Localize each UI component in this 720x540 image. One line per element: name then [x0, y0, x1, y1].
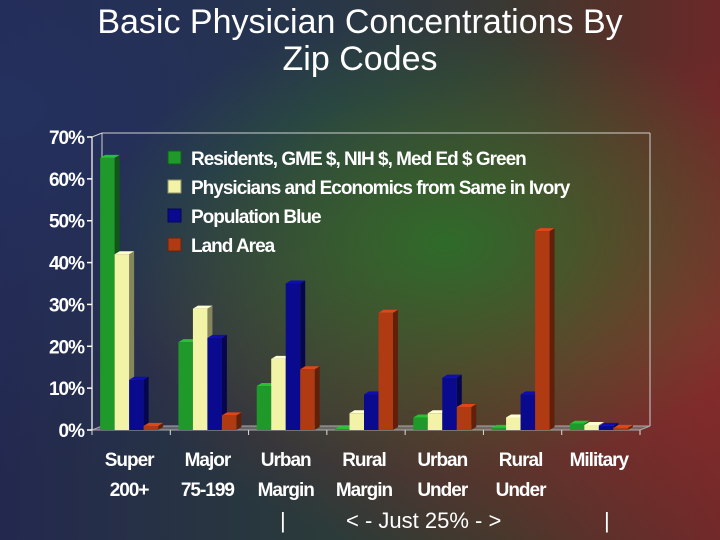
bar-top	[569, 420, 590, 424]
bar	[335, 429, 350, 430]
x-tick-label: Margin	[336, 480, 393, 501]
footer-range-note: < - Just 25% - >	[346, 508, 502, 533]
legend-swatch	[167, 208, 182, 223]
title-line-2: Zip Codes	[282, 40, 438, 78]
x-tick-label: Super	[105, 450, 155, 471]
bar	[427, 413, 443, 430]
bar	[413, 417, 428, 430]
bar-side	[627, 424, 633, 430]
x-tick-label: Major	[185, 450, 232, 471]
bar	[256, 386, 272, 430]
bar-top	[442, 374, 462, 378]
bar	[491, 427, 507, 430]
legend-swatch	[167, 237, 182, 252]
bar	[114, 254, 130, 430]
bar-top	[114, 251, 135, 255]
bar-top	[300, 366, 320, 370]
footer-bracket-right: |	[604, 508, 610, 533]
y-tick-label: 40%	[49, 254, 85, 275]
bar-top	[221, 412, 242, 416]
bar	[569, 423, 585, 430]
bar	[456, 406, 472, 430]
bar	[285, 283, 301, 430]
bar	[207, 337, 222, 430]
x-tick-label: Rural	[342, 450, 386, 471]
bar-side	[314, 366, 320, 430]
bar	[300, 369, 315, 430]
bar	[535, 231, 550, 430]
bar	[100, 157, 115, 430]
legend-label: Physicians and Economics from Same in Iv…	[191, 178, 571, 199]
bar-side	[549, 228, 555, 430]
legend-label: Land Area	[191, 236, 276, 257]
bar	[129, 379, 144, 430]
bar	[271, 358, 286, 430]
footer-bracket-left: |	[280, 508, 286, 533]
legend-label: Population Blue	[191, 207, 321, 228]
bar-top	[613, 424, 633, 428]
footer-note: | < - Just 25% - > |	[0, 508, 720, 538]
x-tick-label: 200+	[110, 480, 150, 501]
legend-swatch	[167, 179, 182, 194]
bar-top	[129, 376, 149, 380]
bar	[178, 342, 193, 430]
bar	[143, 425, 159, 430]
bar-top	[535, 228, 555, 232]
bar	[506, 417, 521, 430]
bar-side	[471, 403, 477, 430]
bar-side	[158, 422, 164, 430]
bar-top	[100, 154, 120, 158]
legend-label: Residents, GME $, NIH $, Med Ed $ Green	[191, 149, 526, 170]
y-axis-top-edge	[91, 132, 103, 138]
bar-top	[378, 309, 398, 313]
x-tick-label: Under	[496, 480, 548, 501]
bar	[221, 415, 237, 430]
x-tick-label: Under	[417, 480, 469, 501]
bar	[584, 424, 599, 430]
x-tick-label: Urban	[417, 450, 467, 471]
bar	[192, 308, 208, 430]
bar-top	[456, 403, 477, 407]
y-tick-label: 70%	[49, 128, 85, 149]
bar	[442, 377, 457, 430]
legend-swatch	[167, 150, 182, 165]
bar-top	[285, 280, 306, 284]
slide-title: Basic Physician Concentrations By Zip Co…	[0, 4, 720, 78]
bar-top	[207, 334, 227, 338]
bar	[613, 427, 628, 430]
bar	[520, 394, 536, 430]
x-tick-label: Rural	[499, 450, 543, 471]
bar-side	[236, 412, 242, 430]
bar	[349, 413, 364, 430]
bar-top	[143, 422, 164, 426]
bar	[598, 425, 614, 430]
x-tick-label: Margin	[258, 480, 315, 501]
y-tick-label: 60%	[49, 170, 85, 191]
bar-top	[584, 421, 604, 425]
bar	[364, 394, 379, 430]
bar-top	[598, 422, 619, 426]
y-tick-label: 20%	[49, 337, 85, 358]
bar	[378, 312, 393, 430]
y-tick-label: 0%	[59, 421, 86, 442]
y-tick-label: 30%	[49, 295, 85, 316]
x-tick-label: 75-199	[181, 480, 235, 501]
bar-side	[393, 309, 398, 430]
bar-side	[143, 376, 149, 430]
x-tick-label: Urban	[261, 450, 311, 471]
y-tick-label: 10%	[49, 379, 85, 400]
bar-side	[221, 334, 227, 430]
title-line-1: Basic Physician Concentrations By	[97, 3, 623, 41]
y-tick-label: 50%	[49, 212, 85, 233]
x-tick-label: Military	[570, 450, 630, 471]
bar-top	[192, 305, 213, 309]
